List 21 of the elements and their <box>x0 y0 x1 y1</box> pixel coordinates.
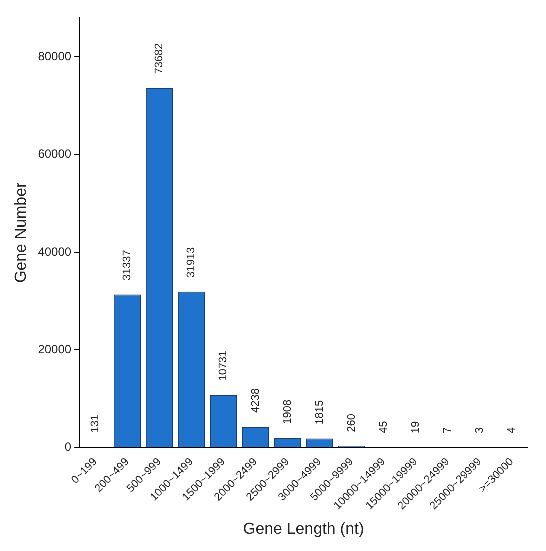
data-label: 260 <box>346 414 358 432</box>
data-label: 131 <box>90 414 102 434</box>
data-label: 10731 <box>218 350 230 382</box>
data-label: 7 <box>442 428 454 434</box>
data-label: 73682 <box>154 43 166 74</box>
y-tick-label: 80000 <box>38 50 72 64</box>
data-label: 1908 <box>282 400 294 424</box>
data-label: 19 <box>410 421 422 434</box>
data-label: 3 <box>474 428 486 434</box>
y-tick-label: 40000 <box>38 244 72 259</box>
data-label: 45 <box>378 421 390 434</box>
y-tick-label: 0 <box>64 440 72 454</box>
data-label: 4 <box>506 428 518 434</box>
x-axis-title: Gene Length (nt) <box>243 520 364 538</box>
y-axis-title: Gene Number <box>13 182 30 284</box>
data-label: 1815 <box>314 400 326 425</box>
y-tick-label: 60000 <box>38 147 72 162</box>
data-label: 31337 <box>122 250 134 281</box>
y-tick-label: 20000 <box>38 342 72 356</box>
data-label: 4238 <box>250 388 262 413</box>
data-label: 31913 <box>186 247 198 278</box>
